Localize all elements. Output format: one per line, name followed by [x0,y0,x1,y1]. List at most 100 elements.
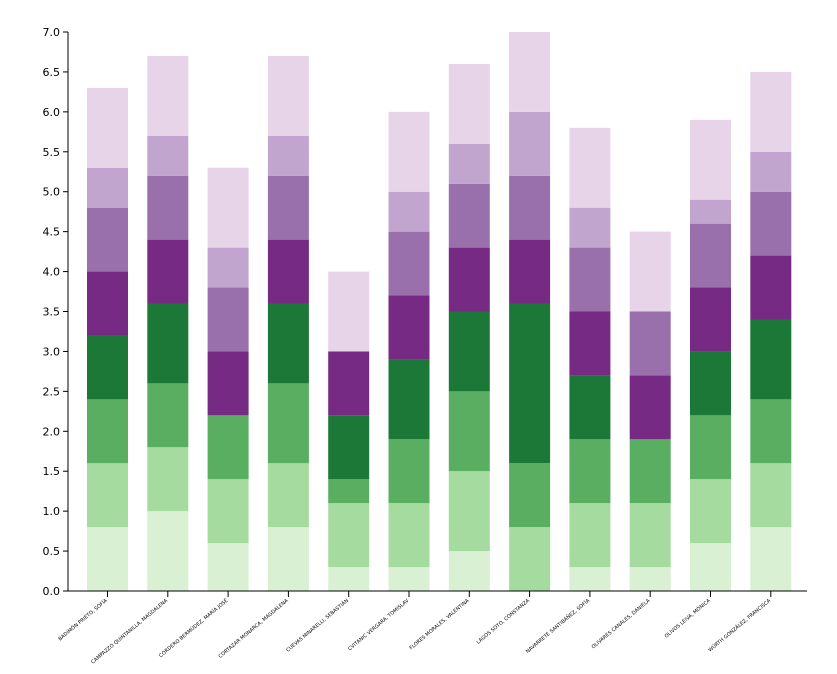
bar-segment [690,543,731,591]
y-tick-label: 3.5 [43,306,61,319]
bar-segment [328,351,370,416]
bar-segment [448,551,490,591]
bar-segment [750,399,792,464]
bar-segment [509,111,551,176]
bar-segment [690,199,731,224]
bar-segment [569,127,611,208]
bar-segment [448,391,490,472]
bar-segment [629,567,671,591]
x-tick-label: BADIMÓN PRIETO, SOFÍA [57,597,109,643]
bar-segment [750,71,792,152]
bar-segment [87,87,128,168]
bar-segment [388,359,430,440]
y-tick-label: 0.5 [43,545,61,558]
bar-segment [388,439,430,504]
x-tick-label: CORTAZAR MONARCA, MAGDALENA [218,598,291,660]
x-tick-label: FLORES MORALES, VALENTINA [409,598,471,652]
y-tick-label: 0.0 [43,585,61,598]
y-tick-label: 3.0 [43,345,61,358]
y-tick-label: 1.0 [43,505,61,518]
bar-segment [388,567,430,591]
bar-segment [207,543,249,591]
bar-segment [750,255,792,320]
y-tick-label: 6.5 [43,66,61,79]
bar-segment [147,239,189,304]
bar-segment [509,175,551,240]
bar-segment [448,311,490,392]
bar-segment [87,167,128,208]
bar-segment [750,527,792,591]
bar-segment [328,271,370,352]
bar-segment [87,271,128,336]
bar-segment [569,375,611,440]
x-tick-label: LAGOS SOTO, CONSTANZA [476,598,532,646]
y-tick-label: 6.0 [43,106,61,119]
bar-segment [509,303,551,464]
bar-segment [448,63,490,144]
bar-segment [448,247,490,312]
y-tick-label: 2.0 [43,425,61,438]
bar-segment [147,303,189,384]
bar-segment [388,191,430,232]
bar-segment [569,439,611,504]
y-tick-label: 4.0 [43,266,61,279]
bar-segment [448,183,490,248]
x-tick-label: OLIVOS LEIVA, MÓNICA [663,597,712,640]
bar-segment [267,527,309,591]
x-tick-label: NAVARRETE SANTIBÁÑEZ, SOFÍA [524,597,591,655]
y-tick-label: 5.5 [43,146,61,159]
bar-segment [569,207,611,248]
bar-segment [147,55,189,136]
bar-segment [750,319,792,400]
bar-segment [267,239,309,304]
bar-segment [267,135,309,176]
bar-segment [267,55,309,136]
bar-segment [509,32,551,112]
bar-segment [147,135,189,176]
bar-segment [328,567,370,591]
bar-segment [690,223,731,288]
bar-segment [267,383,309,464]
x-tick-label: CORDERO BERMÚDEZ, MARÍA JOSÉ [157,596,230,659]
bar-segment [629,503,671,568]
bar-segment [207,287,249,352]
bar-segment [207,479,249,544]
bar-segment [509,527,551,591]
bar-segment [328,479,370,504]
x-tick-label: OLIVARES CANALES, DANIELA [591,598,652,651]
bar-segment [388,503,430,568]
bar-segment [569,311,611,376]
bar-segment [147,511,189,591]
bar-segment [207,167,249,248]
bar-segment [629,311,671,376]
bar-segment [690,479,731,544]
y-tick-label: 1.5 [43,465,61,478]
bar-segment [207,247,249,288]
bar-segment [207,351,249,416]
x-tick-label: WÜRTH GONZÁLEZ, FRANCISCA [707,597,773,654]
y-tick-label: 5.0 [43,186,61,199]
bar-segment [87,527,128,591]
bar-segment [509,463,551,528]
bar-segment [388,295,430,360]
bar-segment [267,175,309,240]
bar-segment [750,463,792,528]
y-tick-label: 2.5 [43,385,61,398]
bar-segment [690,119,731,200]
bar-segment [207,415,249,480]
bar-segment [629,375,671,440]
bar-segment [690,351,731,416]
x-tick-label: CVITANIC VERGARA, TOMISLAV [347,598,411,653]
bar-segment [267,303,309,384]
bar-segment [87,335,128,400]
bar-segment [750,191,792,256]
bar-segment [750,151,792,192]
bar-segment [629,439,671,504]
bar-segment [569,503,611,568]
bar-segment [328,415,370,480]
bar-segment [328,503,370,568]
bar-segment [569,567,611,591]
bar-segment [87,399,128,464]
